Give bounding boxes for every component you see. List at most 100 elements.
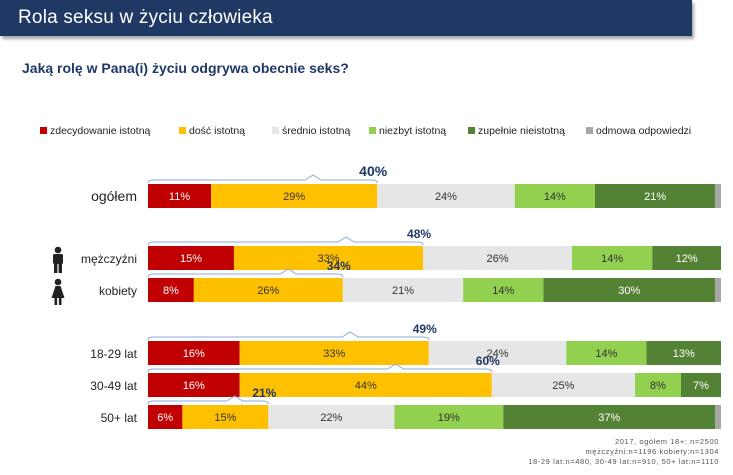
bar-segment [239, 341, 429, 365]
sample-notes: 2017, ogółem 18+: n=2500 mężczyźni:n=119… [528, 437, 719, 467]
combined-label: 49% [413, 322, 437, 336]
data-label: 24% [435, 191, 457, 203]
data-label: 11% [169, 191, 190, 203]
bar-segment [635, 373, 681, 397]
bar-segment [428, 341, 567, 365]
bar-segment [423, 246, 573, 270]
legend-swatch [40, 127, 47, 134]
data-label: 14% [595, 348, 617, 360]
legend-item: odmowa odpowiedzi [586, 125, 691, 137]
data-label: 8% [650, 380, 666, 392]
legend-item: niezbyt istotną [369, 125, 446, 137]
combined-label: 34% [327, 259, 351, 273]
data-label: 7% [693, 380, 709, 392]
bar-row: mężczyźni 15% 33% 26% 14% 12% 48% [53, 227, 721, 273]
bar-segment [594, 184, 716, 208]
category-label: 30-49 lat [90, 379, 137, 393]
legend-swatch [179, 127, 186, 134]
bar-segment [148, 184, 212, 208]
bar-row: ogółem 11% 29% 24% 14% 21% 40% [91, 163, 721, 208]
category-label: ogółem [91, 188, 137, 204]
bar-segment [680, 373, 721, 397]
bar-segment [148, 405, 183, 429]
title-banner: Rola seksu w życiu człowieka [0, 0, 692, 36]
bar-segment [182, 405, 269, 429]
bar-segment [342, 278, 464, 302]
bar-row: 50+ lat 6% 15% 22% 19% 37% 21% [101, 386, 721, 429]
bar-segment [193, 278, 343, 302]
data-label: 22% [320, 412, 342, 424]
data-label: 14% [601, 253, 623, 265]
data-label: 24% [487, 348, 509, 360]
data-label: 14% [492, 285, 514, 297]
legend-label: średnio istotną [282, 125, 351, 137]
bar-segment [715, 184, 721, 208]
data-label: 6% [157, 412, 173, 424]
male-icon [53, 246, 63, 273]
data-label: 30% [618, 285, 640, 297]
legend-swatch [586, 127, 593, 134]
combined-label: 60% [476, 354, 500, 368]
bar-segment [148, 373, 240, 397]
bar-segment [543, 278, 716, 302]
data-label: 25% [552, 380, 574, 392]
data-label: 19% [438, 412, 460, 424]
category-label: mężczyźni [81, 252, 137, 266]
bar-segment [394, 405, 504, 429]
page-title: Rola seksu w życiu człowieka [18, 7, 273, 28]
data-label: 16% [183, 380, 205, 392]
combined-bracket [147, 395, 269, 405]
bar-segment [148, 341, 240, 365]
bar-segment [503, 405, 716, 429]
combined-bracket [147, 268, 344, 278]
bar-segment [463, 278, 544, 302]
combined-bracket [147, 363, 493, 373]
legend-label: zdecydowanie istotną [50, 125, 151, 137]
data-label: 26% [487, 253, 509, 265]
combined-bracket [147, 174, 378, 184]
legend-item: dość istotną [179, 125, 245, 137]
data-label: 37% [598, 412, 620, 424]
sample-note: 18-29 lat:n=480, 30-49 lat:n=910, 50+ la… [528, 457, 719, 466]
data-label: 12% [676, 253, 698, 265]
combined-label: 21% [252, 386, 276, 400]
bar-row: 18-29 lat 16% 33% 24% 14% 13% 49% [90, 322, 721, 365]
data-label: 15% [180, 253, 202, 265]
category-label: 18-29 lat [90, 347, 137, 361]
data-label: 13% [673, 348, 695, 360]
data-label: 16% [183, 348, 205, 360]
bar-segment [211, 184, 378, 208]
combined-label: 40% [359, 163, 388, 179]
data-label: 21% [644, 191, 666, 203]
question-text: Jaką rolę w Pana(i) życiu odgrywa obecni… [22, 60, 349, 76]
bar-segment [239, 373, 492, 397]
legend-label: niezbyt istotną [379, 125, 447, 137]
data-label: 15% [214, 412, 236, 424]
bar-segment [646, 341, 721, 365]
bar-segment [652, 246, 721, 270]
bar-row: kobiety 8% 26% 21% 14% 30% 34% [51, 259, 721, 305]
sample-note: mężczyźni:n=1196 kobiety:n=1304 [585, 447, 719, 456]
legend-item: średnio istotną [272, 125, 350, 137]
bar-segment [148, 278, 194, 302]
female-icon [51, 278, 65, 305]
sample-note: 2017, ogółem 18+: n=2500 [614, 437, 719, 446]
bar-segment [268, 405, 395, 429]
data-label: 14% [544, 191, 566, 203]
legend-label: odmowa odpowiedzi [596, 125, 692, 137]
data-label: 33% [323, 348, 345, 360]
legend-item: zdecydowanie istotną [40, 125, 150, 137]
bar-segment [715, 405, 721, 429]
data-label: 26% [257, 285, 279, 297]
bar-segment [715, 278, 721, 302]
bar-segment [491, 373, 636, 397]
data-label: 33% [317, 253, 339, 265]
combined-label: 48% [407, 227, 431, 241]
data-label: 29% [283, 191, 305, 203]
bar-segment [377, 184, 515, 208]
legend-item: zupełnie nieistotną [468, 125, 565, 137]
legend-swatch [272, 127, 279, 134]
legend-swatch [369, 127, 376, 134]
data-label: 21% [392, 285, 414, 297]
